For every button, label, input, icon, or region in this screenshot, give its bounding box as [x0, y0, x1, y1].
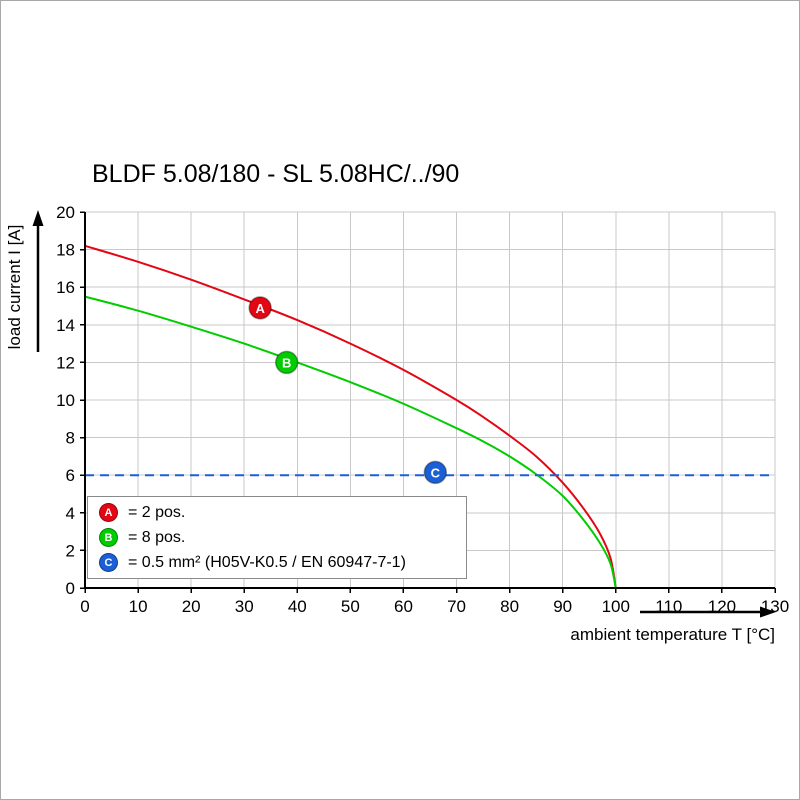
x-axis-label: ambient temperature T [°C] [570, 625, 775, 644]
y-tick-label: 16 [56, 278, 75, 297]
marker-letter-b: B [282, 355, 291, 370]
y-tick-label: 18 [56, 241, 75, 260]
legend-item-b: B = 8 pos. [88, 525, 466, 550]
y-tick-label: 2 [66, 541, 75, 560]
marker-a [248, 296, 272, 320]
x-tick-label: 50 [341, 597, 360, 616]
curve-series-a [84, 244, 617, 589]
y-tick-label: 4 [66, 504, 75, 523]
x-tick-label: 10 [129, 597, 148, 616]
legend-key-b: B [104, 531, 113, 544]
series-markers: A B C [248, 296, 448, 485]
curve-series-b [84, 295, 617, 589]
axes [80, 211, 776, 593]
x-tick-label: 60 [394, 597, 413, 616]
x-tick-label: 80 [500, 597, 519, 616]
legend-label-b: = 8 pos. [128, 528, 186, 546]
marker-letter-c: C [431, 465, 441, 480]
y-tick-label: 0 [66, 579, 75, 598]
legend: A = 2 pos. B = 8 pos. C = 0.5 mm² (H05V-… [87, 496, 467, 579]
y-tick-label: 14 [56, 316, 75, 335]
marker-c [423, 460, 448, 485]
y-axis-arrow-head [32, 210, 44, 226]
series-a-marker-icon: A [99, 503, 118, 522]
series-c-marker-icon: C [99, 553, 118, 572]
marker-b [274, 350, 299, 375]
x-tick-label: 30 [235, 597, 254, 616]
legend-label-a: = 2 pos. [128, 503, 186, 521]
marker-letter-a: A [255, 301, 265, 316]
x-tick-label: 40 [288, 597, 307, 616]
legend-label-c: = 0.5 mm² (H05V-K0.5 / EN 60947-7-1) [128, 553, 406, 571]
series-b-marker-icon: B [99, 528, 118, 547]
y-tick-label: 20 [56, 203, 75, 222]
x-tick-label: 70 [447, 597, 466, 616]
legend-item-a: A = 2 pos. [88, 500, 466, 525]
x-tick-label: 100 [602, 597, 630, 616]
x-tick-label: 0 [80, 597, 89, 616]
y-axis-label: load current I [A] [5, 225, 24, 350]
axis-arrows [32, 210, 776, 618]
x-axis-arrow-head [760, 606, 776, 618]
chart-title: BLDF 5.08/180 - SL 5.08HC/../90 [92, 160, 460, 188]
legend-key-c: C [104, 556, 113, 569]
tick-labels: 0 10 20 30 40 50 60 70 80 90 100 110 120 130024681012… [56, 203, 789, 616]
legend-key-a: A [104, 506, 113, 519]
legend-item-c: C = 0.5 mm² (H05V-K0.5 / EN 60947-7-1) [88, 550, 466, 575]
y-tick-label: 12 [56, 353, 75, 372]
y-tick-label: 8 [66, 429, 75, 448]
y-tick-label: 6 [66, 466, 75, 485]
x-tick-label: 20 [182, 597, 201, 616]
x-tick-label: 90 [553, 597, 572, 616]
y-tick-label: 10 [56, 391, 75, 410]
